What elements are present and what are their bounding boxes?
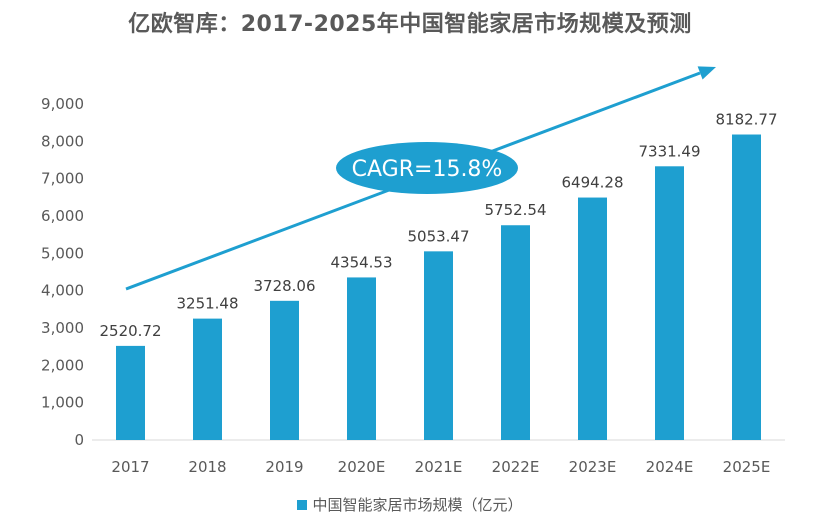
bars (116, 134, 761, 440)
bar-2025E (732, 134, 761, 440)
data-label: 2520.72 (99, 322, 161, 340)
trend-arrow-head (697, 66, 716, 80)
data-label: 6494.28 (561, 174, 623, 192)
data-label: 4354.53 (330, 253, 392, 271)
y-axis-ticks: 0 1,000 2,000 3,000 4,000 5,000 6,000 7,000 8,00… (41, 95, 84, 449)
y-tick-label: 2,000 (41, 356, 84, 374)
x-axis-ticks: 2017 2018 2019 2020E 2021E 2022E 2023E 2024E 202… (111, 458, 770, 476)
legend-label: 中国智能家居市场规模（亿元） (312, 496, 523, 514)
y-tick-label: 5,000 (41, 244, 84, 262)
bar-2017 (116, 345, 145, 440)
y-tick-label: 7,000 (41, 170, 84, 188)
y-tick-label: 3,000 (41, 319, 84, 337)
y-tick-label: 0 (74, 431, 84, 449)
y-tick-label: 1,000 (41, 394, 84, 412)
data-label: 8182.77 (715, 111, 777, 129)
y-tick-label: 4,000 (41, 282, 84, 300)
bar-2022E (501, 225, 530, 440)
legend: 中国智能家居市场规模（亿元） (0, 494, 820, 515)
x-tick-label: 2023E (569, 458, 617, 476)
x-tick-label: 2021E (415, 458, 463, 476)
cagr-label: CAGR=15.8% (352, 157, 503, 182)
bar-2020E (347, 277, 376, 440)
data-label: 5752.54 (484, 201, 546, 219)
bar-2023E (578, 197, 607, 440)
bar-2024E (655, 166, 684, 440)
data-labels: 2520.72 3251.48 3728.06 4354.53 5053.47 5752.… (99, 111, 777, 340)
cagr-ellipse (336, 142, 518, 194)
bar-2018 (193, 318, 222, 440)
x-tick-label: 2017 (111, 458, 149, 476)
x-tick-label: 2019 (265, 458, 303, 476)
y-tick-label: 9,000 (41, 95, 84, 113)
x-tick-label: 2018 (188, 458, 226, 476)
data-label: 5053.47 (407, 227, 469, 245)
data-label: 7331.49 (638, 142, 700, 160)
legend-swatch (297, 499, 308, 510)
y-tick-label: 8,000 (41, 132, 84, 150)
data-label: 3728.06 (253, 277, 315, 295)
data-label: 3251.48 (176, 295, 238, 313)
bar-2021E (424, 251, 453, 440)
x-tick-label: 2020E (338, 458, 386, 476)
x-tick-label: 2024E (646, 458, 694, 476)
cagr-annotation: CAGR=15.8% (336, 142, 518, 194)
chart-title: 亿欧智库：2017-2025年中国智能家居市场规模及预测 (128, 12, 692, 37)
x-tick-label: 2022E (492, 458, 540, 476)
x-tick-label: 2025E (723, 458, 771, 476)
y-tick-label: 6,000 (41, 207, 84, 225)
bar-2019 (270, 300, 299, 440)
